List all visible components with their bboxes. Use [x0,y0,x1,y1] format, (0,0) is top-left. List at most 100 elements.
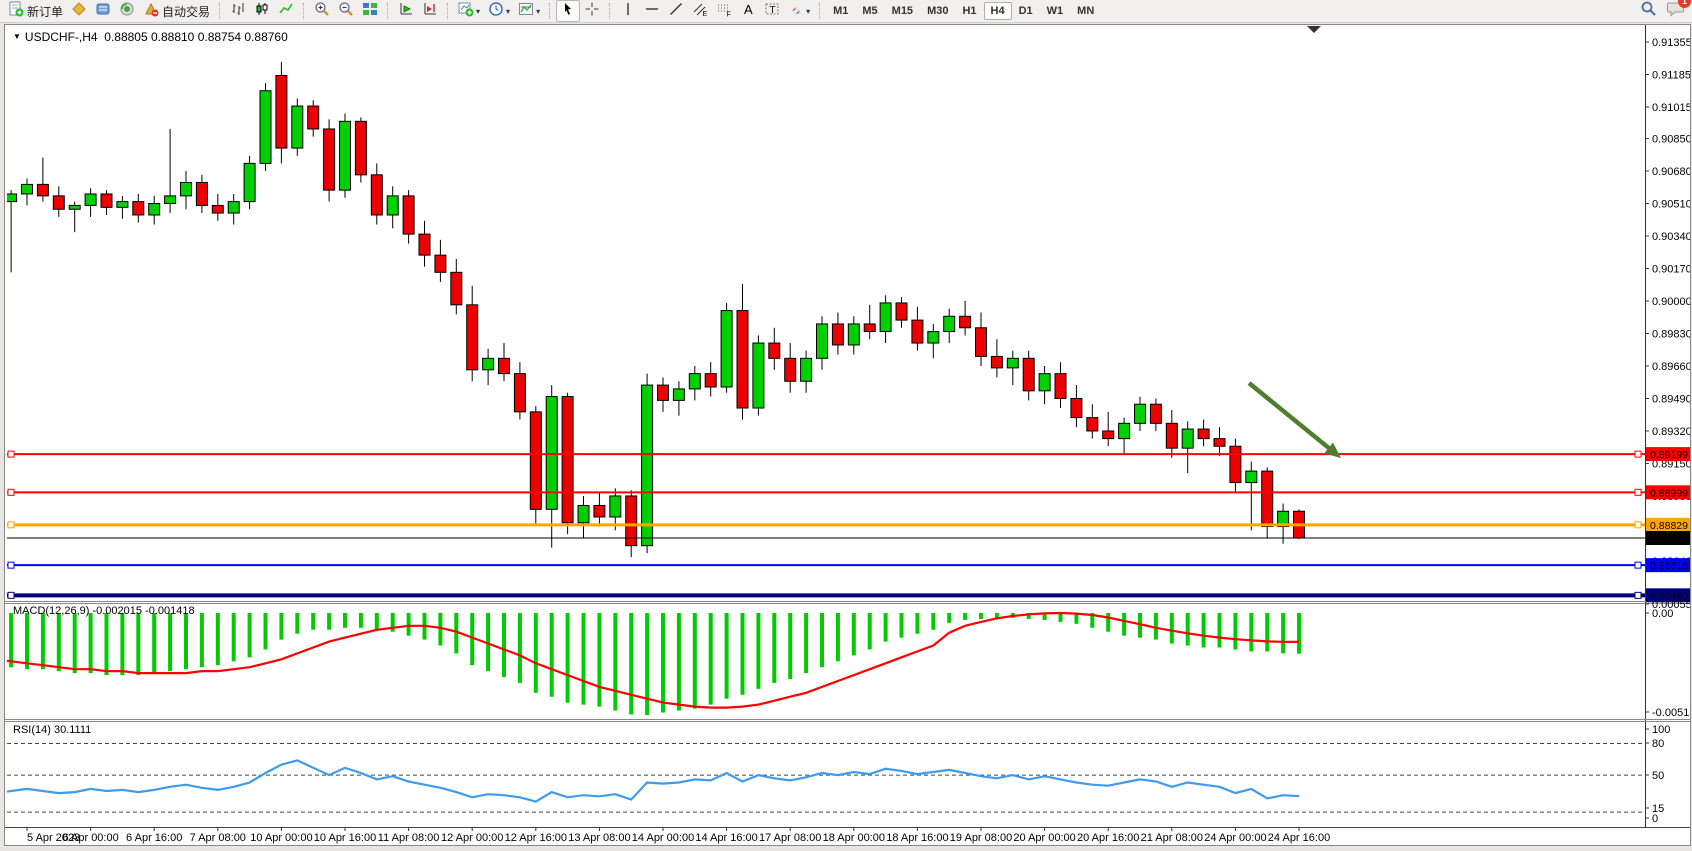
auto-trading-button[interactable]: 自动交易 [139,0,214,22]
candle-down [704,373,717,388]
candle-up [259,90,272,164]
candle-up [291,105,304,149]
rsi-tick-label: 15 [1652,803,1664,815]
candle-up [68,204,81,210]
macd-histogram-bar [1185,613,1190,646]
tile-windows-button[interactable] [358,0,382,22]
trend-arrow-object[interactable] [1247,381,1341,458]
chart-shift-marker[interactable] [1307,26,1321,33]
timeframe-H1[interactable]: H1 [962,5,977,17]
market-watch-button[interactable] [67,0,91,22]
text-tool-button[interactable]: A [736,0,760,22]
candle-down [466,304,479,371]
macd-axis[interactable]: 0.0005520.00 -0.00513 [1645,599,1690,719]
search-icon[interactable] [1640,0,1657,22]
price-tick-label: 0.90680 [1652,166,1690,178]
price-line-label: 0.88460 [1650,590,1688,602]
chart-shift-button[interactable] [418,0,442,22]
data-window-button[interactable] [91,0,115,22]
macd-histogram-bar [470,613,475,666]
candle-down [1197,428,1210,440]
toolbar-separator [303,3,305,19]
arrows-dropdown-caret[interactable]: ▾ [806,6,811,16]
rsi-panel [7,742,1645,813]
macd-histogram-bar [120,613,125,676]
chart-canvas[interactable]: 0.91355 0.91185 0.91015 0.90850 0.90680 0.905… [5,25,1690,845]
periods-button[interactable]: ▾ [484,0,514,22]
rsi-tick-label: 100 [1652,724,1670,736]
macd-histogram-bar [1090,613,1095,628]
collapse-arrow-icon[interactable]: ▼ [13,32,21,41]
indicators-button[interactable]: ▾ [454,0,484,22]
new-order-button[interactable]: 新订单 [4,0,67,22]
macd-histogram-bar [40,613,45,670]
auto-trading-label: 自动交易 [162,4,211,19]
macd-tick-label: 0.00 [1652,608,1673,620]
hline-objects[interactable] [7,450,1645,599]
templates-button[interactable]: ▾ [514,0,544,22]
crosshair-tool-button[interactable] [580,0,604,22]
zoom-out-button[interactable] [334,0,358,22]
macd-histogram-bar [645,613,650,716]
candle-up [720,310,733,388]
arrows-tool-button[interactable]: ▾ [784,0,814,22]
notifications-button[interactable]: 1 [1667,0,1691,22]
rsi-axis[interactable]: 100 80 50 150 [1645,724,1670,825]
timeframe-M30[interactable]: M30 [927,5,949,17]
periods-dropdown-caret[interactable]: ▾ [506,6,511,16]
time-tick-label: 21 Apr 08:00 [1141,832,1203,844]
signals-button[interactable] [115,0,139,22]
candle-up [7,193,18,203]
macd-histogram-bar [1201,613,1206,648]
zoom-in-button[interactable] [310,0,334,22]
horizontal-line-tool-button[interactable] [640,0,664,22]
time-tick-label: 14 Apr 16:00 [695,832,757,844]
price-tick-label: 0.90510 [1652,199,1690,211]
timeframe-MN[interactable]: MN [1077,5,1095,17]
text-label-tool-button[interactable]: T [760,0,784,22]
time-tick-label: 11 Apr 08:00 [378,832,440,844]
candle-down [784,357,797,382]
cursor-tool-button[interactable] [556,0,581,22]
candle-down [132,201,145,216]
toolbar-separator [549,3,551,19]
timeframe-M5[interactable]: M5 [862,5,878,17]
candlestick-chart-button[interactable] [250,0,274,22]
macd-histogram-bar [1074,613,1079,624]
candle-down [323,128,336,191]
trendline-tool-button[interactable] [664,0,688,22]
timeframe-H4[interactable]: H4 [983,2,1012,20]
templates-icon [518,1,534,22]
fibonacci-tool-button[interactable]: F [712,0,736,22]
auto-scroll-button[interactable] [394,0,418,22]
line-handle [1634,488,1642,496]
price-line-label: 0.88618 [1650,560,1688,572]
candle-down [434,254,447,273]
candle-up [927,331,940,344]
price-tick-label: 0.91355 [1652,37,1690,49]
candle-up [1118,422,1131,440]
chart-window[interactable]: 0.91355 0.91185 0.91015 0.90850 0.90680 0.905… [4,24,1691,846]
bar-chart-button[interactable] [226,0,250,22]
macd-histogram-bar [915,613,920,634]
macd-histogram-bar [136,613,141,676]
indicators-dropdown-caret[interactable]: ▾ [476,6,481,16]
timeframe-W1[interactable]: W1 [1046,5,1064,17]
timeframe-D1[interactable]: D1 [1018,5,1033,17]
macd-histogram-bar [867,613,872,650]
templates-dropdown-caret[interactable]: ▾ [536,6,541,16]
candle-up [386,195,399,216]
timeframe-M15[interactable]: M15 [891,5,914,17]
candle-down [657,384,669,401]
macd-histogram-bar [247,613,252,658]
vertical-line-tool-button[interactable] [616,0,640,22]
timeframe-M1[interactable]: M1 [833,5,849,17]
candle-down [275,74,288,149]
price-tick-label: 0.89490 [1652,393,1690,405]
toolbar-separator [219,3,221,19]
line-chart-button[interactable] [274,0,298,22]
macd-histogram-bar [184,613,188,670]
equidistant-channel-tool-button[interactable]: E [688,0,712,22]
macd-histogram-bar [343,613,347,628]
